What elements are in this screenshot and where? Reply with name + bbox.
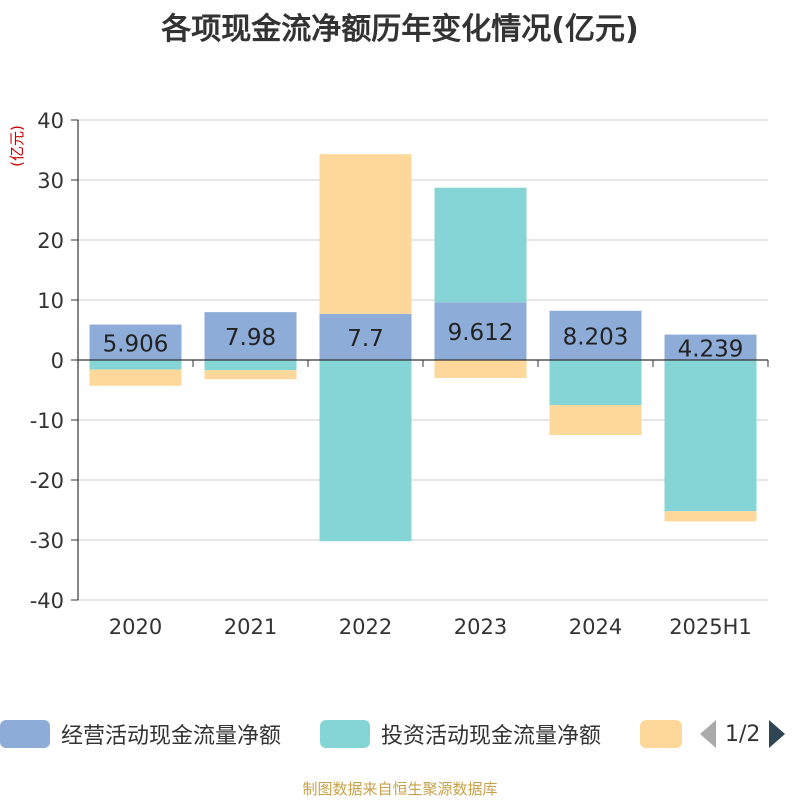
data-source-footer: 制图数据来自恒生聚源数据库	[302, 780, 498, 798]
data-label: 9.612	[448, 320, 514, 346]
legend-label-investing: 投资活动现金流量净额	[381, 724, 602, 749]
next-page-icon[interactable]	[769, 720, 786, 748]
legend-swatch-investing	[320, 720, 370, 748]
y-tick-label: -30	[30, 529, 64, 553]
bar-2021-series-2	[204, 370, 297, 380]
legend-swatch-third	[640, 720, 682, 748]
data-label: 7.7	[347, 326, 384, 352]
y-tick-label: 10	[37, 289, 64, 313]
bar-2022-series-0	[319, 313, 412, 360]
bar-2020-series-0	[89, 324, 182, 360]
x-tick-label: 2022	[339, 615, 392, 639]
bar-2022-series-1	[319, 360, 412, 542]
bar-2024-series-0	[549, 310, 642, 360]
bar-2025H1-series-2	[664, 511, 757, 522]
data-label: 7.98	[225, 325, 276, 351]
legend-item-investing[interactable]: 投资活动现金流量净额	[320, 716, 601, 752]
data-label: 5.906	[103, 331, 169, 357]
bar-2023-series-2	[434, 360, 527, 378]
bar-2025H1-series-1	[664, 360, 757, 512]
legend: 经营活动现金流量净额 投资活动现金流量净额 1/2	[0, 716, 800, 752]
y-axis-label: (亿元)	[8, 125, 26, 167]
bar-2024-series-1	[549, 360, 642, 405]
y-tick-label: 0	[51, 349, 64, 373]
data-label: 4.239	[678, 336, 744, 362]
x-tick-label: 2021	[224, 615, 277, 639]
data-label: 8.203	[563, 324, 629, 350]
y-tick-label: -40	[30, 589, 64, 613]
bar-2023-series-1	[434, 187, 527, 303]
x-tick-label: 2023	[454, 615, 507, 639]
bar-2025H1-series-0	[664, 334, 757, 360]
bar-2021-series-0	[204, 312, 297, 360]
legend-swatch-operating	[0, 720, 50, 748]
y-tick-label: 30	[37, 169, 64, 193]
bar-2022-series-2	[319, 154, 412, 314]
x-tick-label: 2024	[569, 615, 622, 639]
y-tick-label: -20	[30, 469, 64, 493]
chart-title: 各项现金流净额历年变化情况(亿元)	[161, 12, 639, 47]
y-tick-label: 40	[37, 109, 64, 133]
y-tick-label: -10	[30, 409, 64, 433]
legend-label-operating: 经营活动现金流量净额	[61, 724, 282, 749]
bar-2024-series-2	[549, 405, 642, 435]
bar-2021-series-1	[204, 360, 297, 371]
legend-item-operating[interactable]: 经营活动现金流量净额	[0, 716, 281, 752]
prev-page-icon[interactable]	[700, 720, 716, 748]
legend-page-indicator: 1/2	[725, 721, 761, 747]
y-tick-label: 20	[37, 229, 64, 253]
x-tick-label: 2020	[109, 615, 162, 639]
bar-2023-series-0	[434, 302, 527, 360]
x-tick-label: 2025H1	[669, 615, 752, 639]
legend-pager: 1/2	[700, 716, 786, 752]
bar-2020-series-2	[89, 369, 182, 386]
bar-2020-series-1	[89, 360, 182, 370]
legend-item-third[interactable]	[640, 716, 682, 752]
